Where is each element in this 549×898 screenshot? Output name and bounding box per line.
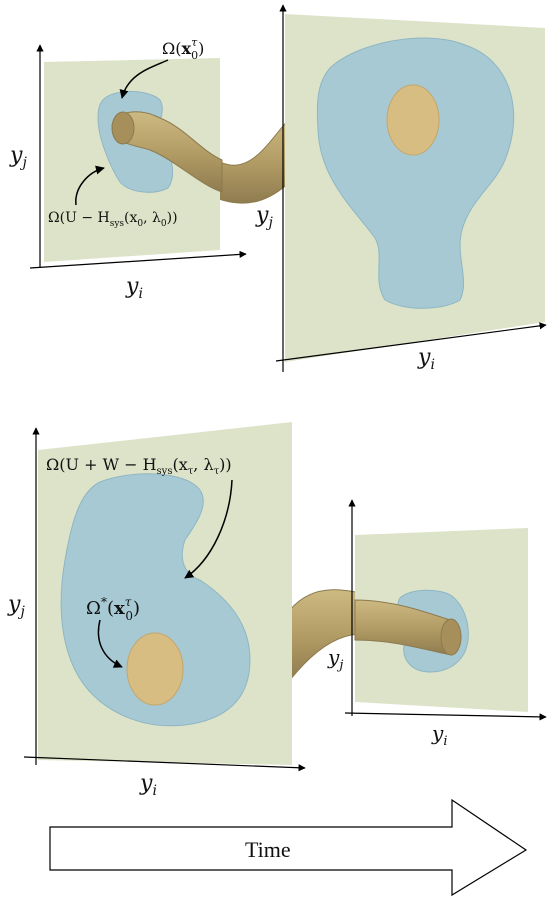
top-small-panel: yj yi Ω(xτ 0) Ω(U − Hsys(x0, λ0)) — [9, 36, 247, 302]
trajectory-tube-start — [111, 111, 223, 193]
bottom-large-panel: yj yi Ω(U + W − Hsys(xτ, λτ)) Ω*(xτ 0) — [7, 422, 306, 799]
time-arrow-shape — [49, 798, 528, 897]
svg-text:yi: yi — [139, 771, 157, 799]
axis-label-yj: y — [255, 203, 269, 228]
svg-text:yi: yi — [431, 721, 447, 749]
x-axis — [29, 250, 247, 269]
omega-u-hsys-label: Ω(U − Hsys(x0, λ0)) — [48, 210, 178, 229]
x-axis — [23, 756, 306, 772]
time-arrow: Time — [49, 798, 528, 897]
omega-uw-hsys-label: Ω(U + W − Hsys(xτ, λτ)) — [46, 455, 232, 477]
axis-label-yi: y — [139, 771, 153, 796]
top-large-panel: yj yi — [255, 4, 547, 373]
bottom-small-panel: yj yi — [327, 499, 547, 749]
svg-text:yi: yi — [417, 345, 435, 373]
svg-text:yj: yj — [327, 645, 343, 673]
reachable-region — [60, 473, 251, 727]
target-core — [386, 84, 440, 156]
x-axis — [275, 322, 547, 362]
x-axis — [344, 712, 547, 721]
omega-x0-tau-label: Ω(xτ 0) — [162, 36, 204, 62]
pointer-arrow-omega-uw — [184, 479, 233, 579]
reachable-region — [316, 37, 515, 309]
pointer-arrow-omega-star — [97, 619, 123, 668]
tube-start-cap — [111, 111, 135, 145]
axis-label-yj: y — [7, 592, 21, 617]
axis-label-yi: y — [125, 274, 139, 299]
axis-label-yj: y — [327, 645, 340, 669]
pointer-arrow-omega-x — [119, 59, 169, 99]
axis-label-yi: y — [431, 721, 444, 745]
svg-text:yj: yj — [7, 592, 25, 620]
time-label: Time — [245, 837, 291, 862]
axis-label-yi: y — [417, 345, 431, 370]
pointer-arrow-omega-u — [75, 165, 105, 206]
target-core — [126, 632, 184, 706]
svg-text:yi: yi — [125, 274, 143, 302]
axis-label-yj: y — [9, 143, 23, 168]
tube-end-cap — [440, 618, 462, 656]
omega-star-label: Ω*(xτ 0) — [86, 595, 140, 623]
svg-text:yj: yj — [255, 203, 273, 231]
svg-text:yj: yj — [9, 143, 27, 171]
